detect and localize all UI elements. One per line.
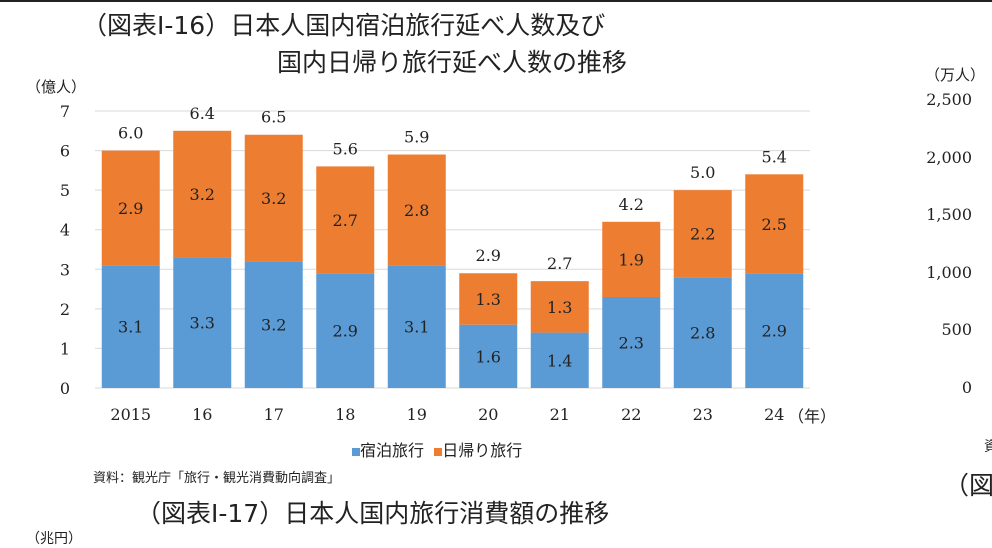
x-tick-label: 23: [693, 405, 713, 424]
legend: 宿泊旅行 日帰り旅行: [352, 437, 522, 461]
bar-stay: [673, 277, 732, 388]
data-label-stay: 3.2: [261, 316, 286, 335]
right-y-tick-label: 0: [961, 377, 972, 397]
data-label-total: 5.6: [333, 139, 358, 158]
data-label-stay: 2.8: [690, 324, 715, 343]
bar-day: [244, 134, 303, 262]
x-axis-unit: （年）: [788, 407, 837, 426]
data-label-day: 2.9: [118, 199, 143, 218]
x-tick-label: 24: [764, 405, 784, 424]
bar-day: [173, 130, 232, 258]
data-label-day: 2.2: [690, 225, 715, 244]
data-label-stay: 3.1: [118, 318, 143, 337]
bar-day: [459, 273, 518, 325]
data-label-stay: 1.4: [547, 351, 572, 370]
data-label-stay: 2.9: [762, 322, 787, 341]
bar-stay: [387, 265, 446, 388]
data-label-total: 5.9: [404, 128, 429, 147]
right-y-tick-label: 1,500: [926, 205, 972, 224]
next-chart-unit: （兆円）: [26, 531, 82, 547]
data-label-stay: 3.1: [404, 318, 429, 337]
x-tick-label: 20: [478, 405, 498, 424]
bar-stay: [745, 273, 804, 388]
bar-stay: [316, 273, 375, 388]
y-tick-label: 4: [60, 221, 70, 240]
x-tick-label: 18: [335, 405, 355, 424]
bar-stay: [602, 296, 661, 388]
data-label-total: 6.5: [261, 108, 286, 127]
data-label-total: 6.0: [118, 124, 143, 143]
right-partial-title: （図表: [944, 471, 992, 500]
bar-stay: [101, 265, 160, 388]
legend-swatch-day: [434, 448, 443, 456]
legend-label-stay: 宿泊旅行: [360, 441, 425, 460]
bar-stay: [173, 257, 232, 388]
y-tick-label: 6: [60, 142, 70, 161]
x-tick-label: 2015: [110, 405, 151, 424]
right-y-tick-label: 2,000: [926, 147, 972, 167]
data-label-day: 2.7: [333, 211, 358, 230]
y-tick-label: 3: [60, 260, 70, 279]
x-tick-label: 16: [192, 405, 212, 424]
source-note: 資料：観光庁「旅行・観光消費動向調査」: [93, 471, 341, 486]
data-label-total: 5.0: [690, 163, 715, 182]
bar-day: [530, 281, 589, 333]
bar-day: [101, 150, 160, 266]
right-y-tick-label: 500: [941, 320, 972, 339]
data-label-total: 6.4: [190, 104, 215, 123]
x-tick-label: 21: [550, 405, 570, 424]
bar-day: [673, 190, 732, 278]
data-label-day: 2.5: [762, 215, 787, 234]
data-label-stay: 1.6: [476, 347, 501, 366]
data-label-day: 3.2: [190, 185, 215, 204]
chart-title-line1: （図表Ⅰ-16）日本人国内宿泊旅行延べ人数及び: [82, 11, 606, 40]
y-tick-label: 7: [60, 102, 70, 121]
right-y-tick-label: 1,000: [926, 262, 972, 282]
stacked-bar-chart: 012345673.12.96.020153.33.26.4163.23.26.…: [60, 102, 810, 424]
data-label-total: 5.4: [762, 147, 787, 166]
bar-day: [316, 166, 375, 274]
bar-stay: [244, 261, 303, 388]
data-label-stay: 2.3: [619, 333, 644, 352]
right-partial-source: 資: [984, 439, 992, 455]
y-tick-label: 5: [60, 181, 70, 200]
bar-day: [745, 174, 804, 274]
next-chart-title: （図表Ⅰ-17）日本人国内旅行消費額の推移: [136, 499, 610, 528]
chart-title-line2: 国内日帰り旅行延べ人数の推移: [277, 48, 628, 77]
top-border: [0, 0, 992, 2]
legend-label-day: 日帰り旅行: [442, 441, 523, 460]
y-tick-label: 0: [60, 379, 70, 398]
right-y-tick-label: 2,500: [926, 90, 972, 109]
data-label-total: 2.9: [476, 246, 501, 265]
y-axis-unit: （億人）: [26, 78, 87, 96]
data-label-total: 4.2: [619, 195, 644, 214]
y-tick-label: 2: [60, 300, 70, 319]
data-label-day: 3.2: [261, 189, 286, 208]
bar-stay: [459, 324, 518, 388]
right-chart-unit: （万人）: [925, 66, 986, 84]
bar-stay: [530, 332, 589, 388]
x-tick-label: 17: [264, 405, 284, 424]
y-tick-label: 1: [60, 339, 70, 358]
data-label-day: 1.3: [547, 298, 572, 317]
bar-day: [387, 154, 446, 266]
x-tick-label: 19: [407, 405, 427, 424]
data-label-total: 2.7: [547, 254, 572, 273]
data-label-day: 1.3: [476, 290, 501, 309]
data-label-day: 2.8: [404, 201, 429, 220]
bar-day: [602, 221, 661, 297]
data-label-stay: 2.9: [333, 322, 358, 341]
legend-swatch-stay: [352, 448, 360, 456]
data-label-stay: 3.3: [190, 314, 215, 333]
data-label-day: 1.9: [619, 250, 644, 269]
x-tick-label: 22: [621, 405, 641, 424]
